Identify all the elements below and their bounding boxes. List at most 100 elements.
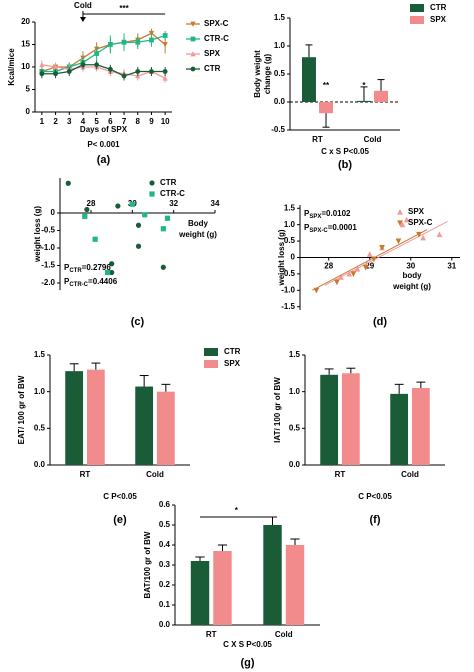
- y-tick-label: 0.5: [159, 520, 171, 529]
- annotation-value: =0.4406: [88, 277, 118, 286]
- legend-swatch: [204, 348, 218, 356]
- bar: [320, 374, 339, 465]
- y-tick-label: 0.3: [159, 560, 171, 569]
- legend-swatch: [204, 360, 218, 368]
- legend-swatch: [410, 4, 424, 12]
- y-axis-label: IAT/ 100 gr of BW: [273, 377, 282, 443]
- data-point: [135, 39, 141, 45]
- note: C X S P<0.05: [223, 640, 272, 649]
- x-tick-label: 31: [447, 262, 456, 271]
- y-tick-label: -0.5: [41, 226, 55, 235]
- data-point: [66, 69, 72, 74]
- data-point: [354, 265, 361, 272]
- bar: [341, 373, 360, 465]
- data-point: [84, 206, 90, 213]
- y-tick-label: 0.1: [159, 600, 171, 609]
- data-point: [142, 212, 148, 218]
- legend-label: SPX-C: [204, 19, 229, 28]
- y-tick-label: 0: [26, 107, 31, 116]
- y-axis-label: Body weight: [253, 50, 262, 98]
- bar: [319, 102, 334, 114]
- annotation-sub: CTR: [69, 268, 82, 274]
- y-tick-label: 0.0: [159, 620, 171, 629]
- y-axis-label: EAT/ 100 gr of BW: [17, 375, 26, 444]
- x-tick-label: 29: [365, 262, 374, 271]
- annotation: Cold: [74, 1, 92, 10]
- y-tick-label: 1.0: [34, 387, 46, 396]
- panel-label: (a): [97, 154, 111, 166]
- x-tick-label: Cold: [364, 135, 382, 144]
- bar: [190, 561, 210, 625]
- bar: [356, 100, 371, 102]
- data-point: [115, 203, 121, 209]
- x-tick-label: RT: [335, 470, 346, 479]
- x-tick-label: 3: [67, 117, 72, 126]
- y-tick-label: 0.0: [274, 97, 286, 106]
- arrow-head: [79, 17, 86, 22]
- data-point: [65, 180, 71, 186]
- data-point: [370, 256, 377, 263]
- data-point: [436, 231, 443, 238]
- data-point: [39, 61, 45, 68]
- annotation: **: [323, 81, 330, 90]
- y-tick-label: -0.5: [281, 269, 295, 278]
- x-tick-label: 5: [94, 117, 99, 126]
- x-tick-label: RT: [312, 135, 323, 144]
- y-tick-label: -2.0: [41, 278, 55, 287]
- data-point: [92, 236, 98, 242]
- y-tick-label: -0.5: [271, 125, 285, 134]
- annotation: PCTR-C=0.4406: [64, 277, 118, 287]
- data-point: [107, 66, 113, 72]
- x-axis-label: weight (g): [392, 282, 431, 291]
- annotation-sub: SPX: [309, 214, 321, 220]
- data-point: [82, 213, 88, 220]
- data-point: [338, 274, 344, 280]
- y-tick-label: 0.5: [289, 423, 301, 432]
- series-line: [41, 64, 166, 79]
- note: C x S P<0.05: [321, 147, 369, 156]
- data-point: [39, 71, 45, 77]
- x-tick-label: Cold: [401, 470, 419, 479]
- x-axis-label: body: [402, 271, 422, 280]
- data-point: [109, 261, 115, 267]
- bar: [301, 57, 316, 102]
- legend-label: SPX: [224, 359, 241, 368]
- x-tick-label: 4: [81, 117, 86, 126]
- x-tick-label: 7: [122, 117, 127, 126]
- series-line: [41, 32, 166, 73]
- annotation-main: P: [64, 277, 70, 286]
- data-point: [164, 215, 171, 221]
- annotation-main: P: [64, 263, 70, 272]
- annotation-main: P: [304, 223, 310, 232]
- annotation-value: =0.0001: [328, 223, 358, 232]
- legend-label: CTR: [224, 347, 241, 356]
- legend-marker: [190, 51, 196, 57]
- x-tick-label: RT: [80, 470, 91, 479]
- y-tick-label: 1.5: [289, 350, 301, 359]
- bar: [156, 391, 175, 465]
- data-point: [135, 222, 142, 228]
- y-tick-label: 5: [26, 85, 31, 94]
- y-axis-label: weight loss (g): [277, 229, 286, 286]
- x-tick-label: 28: [324, 262, 333, 271]
- legend-marker: [397, 208, 403, 215]
- annotation-value: =0.0102: [321, 209, 351, 218]
- y-tick-label: 20: [21, 17, 30, 26]
- bar: [390, 393, 409, 465]
- y-tick-label: 1.5: [274, 13, 286, 22]
- y-tick-label: 0: [291, 253, 296, 262]
- y-tick-label: 1.0: [284, 220, 296, 229]
- panel-label: (f): [370, 514, 381, 526]
- x-axis-label: weight (g): [178, 230, 217, 239]
- y-tick-label: 10: [21, 62, 30, 71]
- data-point: [52, 64, 59, 70]
- x-tick-label: Cold: [146, 470, 164, 479]
- x-tick-label: Cold: [275, 630, 293, 639]
- y-axis-label: weight loss (g): [33, 206, 42, 263]
- panel-label: (d): [373, 316, 387, 328]
- legend-label: SPX: [430, 15, 447, 24]
- annotation: *: [362, 81, 366, 90]
- bar: [213, 551, 232, 625]
- data-point: [334, 279, 340, 286]
- panel-label: (c): [131, 316, 145, 328]
